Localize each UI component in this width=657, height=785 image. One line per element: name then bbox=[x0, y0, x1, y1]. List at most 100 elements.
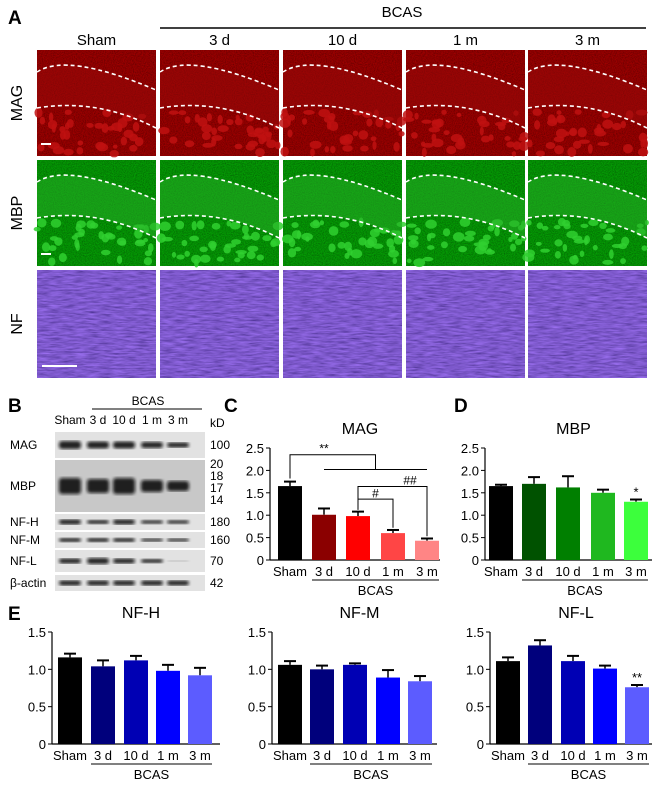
lane-label: 1 m bbox=[142, 413, 162, 427]
dashed-boundary-lower bbox=[36, 104, 157, 129]
fiber-bundle bbox=[96, 143, 109, 152]
dashed-boundary-lower bbox=[36, 214, 157, 239]
fiber-bundle bbox=[339, 221, 350, 228]
bar-chart-mag: C MAG 0 0.5 1.0 1.5 2.0 2.5 Sham 3 d 10 d 1 m 3 m BCA… bbox=[224, 396, 440, 598]
chart-title: NF-H bbox=[122, 605, 160, 622]
fiber-bundle bbox=[58, 253, 67, 263]
blot-band bbox=[59, 580, 81, 586]
fiber-bundle bbox=[234, 257, 241, 263]
micrograph-texture bbox=[37, 270, 156, 378]
blot-label: NF-H bbox=[10, 515, 39, 529]
corpus-callosum bbox=[37, 175, 156, 238]
fiber-bundle bbox=[211, 135, 223, 141]
fiber-bundle bbox=[456, 112, 462, 118]
fiber-bundle bbox=[594, 130, 607, 137]
fiber-bundle bbox=[199, 246, 208, 253]
fiber-bundle bbox=[599, 222, 607, 229]
bar-chart-nf-h: E NF-H 0 0.5 1.0 1.5 Sham 3 d 10 d 1 m 3 m BCAS bbox=[8, 604, 220, 782]
fiber-bundle bbox=[568, 129, 577, 136]
fiber-bundle bbox=[426, 233, 432, 242]
fiber-bundle bbox=[323, 115, 335, 124]
corpus-callosum bbox=[528, 65, 647, 128]
fiber-bundle bbox=[427, 245, 435, 250]
fiber-bundle bbox=[235, 114, 240, 121]
fiber-bundle bbox=[366, 118, 373, 127]
fiber-bundle bbox=[262, 235, 272, 242]
fiber-bundle bbox=[446, 145, 457, 155]
micrograph-mag bbox=[527, 50, 649, 157]
fiber-bundle bbox=[554, 250, 561, 259]
x-tick-label: 10 d bbox=[342, 748, 367, 763]
fiber-bundle bbox=[176, 254, 185, 260]
fiber-bundle bbox=[132, 121, 140, 132]
y-tick-label: 1.5 bbox=[28, 625, 46, 640]
fiber-bundle bbox=[206, 113, 213, 122]
fiber-bundle bbox=[526, 219, 532, 226]
dashed-boundary-upper bbox=[159, 174, 280, 201]
fiber-bundle bbox=[47, 119, 58, 130]
fiber-bundle bbox=[194, 258, 199, 268]
fiber-bundle bbox=[208, 240, 217, 249]
micrograph-nf bbox=[406, 270, 525, 378]
dashed-boundary-upper bbox=[282, 64, 403, 91]
fiber-bundle bbox=[602, 259, 614, 265]
fiber-bundle bbox=[402, 110, 413, 120]
fiber-bundle bbox=[535, 150, 545, 157]
dashed-boundary-upper bbox=[527, 64, 648, 91]
bar-3m bbox=[625, 687, 649, 744]
y-tick-label: 0 bbox=[259, 737, 266, 752]
bar-Sham bbox=[58, 657, 82, 744]
bcas-group-label: BCAS bbox=[134, 767, 170, 782]
fiber-bundle bbox=[143, 238, 148, 243]
fiber-bundle bbox=[527, 139, 533, 148]
fiber-bundle bbox=[398, 131, 405, 137]
fiber-bundle bbox=[584, 235, 590, 244]
fiber-bundle bbox=[234, 143, 243, 150]
dashed-boundary-lower bbox=[405, 104, 526, 129]
fiber-bundle bbox=[319, 220, 325, 226]
fiber-bundle bbox=[37, 143, 45, 152]
micrograph-mag bbox=[34, 50, 157, 158]
lane-label: Sham bbox=[54, 413, 85, 427]
corpus-callosum bbox=[160, 65, 279, 128]
micrograph-mbp bbox=[156, 160, 284, 268]
fiber-bundle bbox=[59, 130, 66, 140]
fiber-bundle bbox=[109, 149, 119, 158]
panel-letter-b: B bbox=[8, 396, 22, 417]
fiber-bundle bbox=[246, 251, 256, 260]
fiber-bundle bbox=[425, 219, 437, 229]
blot-label: NF-M bbox=[10, 533, 40, 547]
fiber-bundle bbox=[129, 144, 138, 152]
fiber-bundle bbox=[360, 145, 369, 152]
fiber-bundle bbox=[48, 112, 54, 122]
fiber-bundle bbox=[478, 238, 490, 246]
blot-band bbox=[141, 442, 163, 448]
fiber-bundle bbox=[116, 237, 127, 246]
bar-3d bbox=[522, 483, 546, 560]
fiber-bundle bbox=[330, 145, 336, 154]
fiber-bundle bbox=[554, 239, 563, 247]
fiber-bundle bbox=[422, 256, 434, 262]
fiber-bundle bbox=[572, 140, 582, 149]
x-tick-label: 10 d bbox=[123, 748, 148, 763]
fiber-bundle bbox=[358, 130, 369, 140]
fiber-bundle bbox=[129, 133, 138, 142]
significance-mark: * bbox=[633, 485, 638, 500]
fiber-bundle bbox=[309, 140, 322, 149]
fiber-bundle bbox=[49, 236, 59, 241]
panel-letter: D bbox=[454, 396, 468, 417]
panel-letter: E bbox=[8, 604, 21, 625]
fiber-bundle bbox=[440, 241, 448, 249]
y-tick-label: 0 bbox=[257, 553, 264, 568]
bar-3d bbox=[91, 666, 115, 744]
fiber-bundle bbox=[134, 240, 146, 247]
y-tick-label: 1.0 bbox=[246, 508, 264, 523]
blot-band bbox=[59, 441, 81, 449]
y-tick-label: 1.5 bbox=[248, 625, 266, 640]
corpus-callosum bbox=[160, 175, 279, 238]
fiber-bundle bbox=[211, 127, 218, 136]
fiber-bundle bbox=[112, 144, 118, 149]
x-tick-label: 1 m bbox=[377, 748, 399, 763]
bar-10d bbox=[561, 661, 585, 744]
blot-band bbox=[87, 520, 109, 524]
